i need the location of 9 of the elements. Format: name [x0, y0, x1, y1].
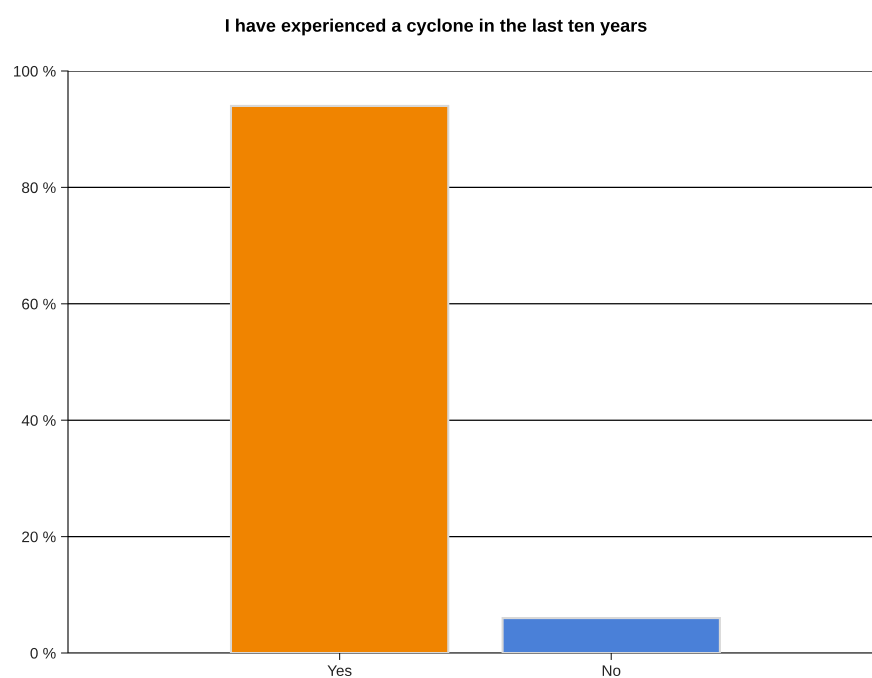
y-tick-label: 80 %: [22, 182, 56, 194]
y-tick-label: 40 %: [22, 415, 56, 426]
y-tick-label: 20 %: [22, 531, 56, 542]
x-tick-label: No: [602, 665, 620, 676]
chart-title: I have experienced a cyclone in the last ten years: [226, 18, 647, 36]
y-tick-label: 0 %: [30, 648, 56, 659]
y-tick-label: 100 %: [14, 66, 56, 77]
x-tick-label: Yes: [327, 665, 352, 676]
y-tick-label: 60 %: [22, 298, 56, 310]
